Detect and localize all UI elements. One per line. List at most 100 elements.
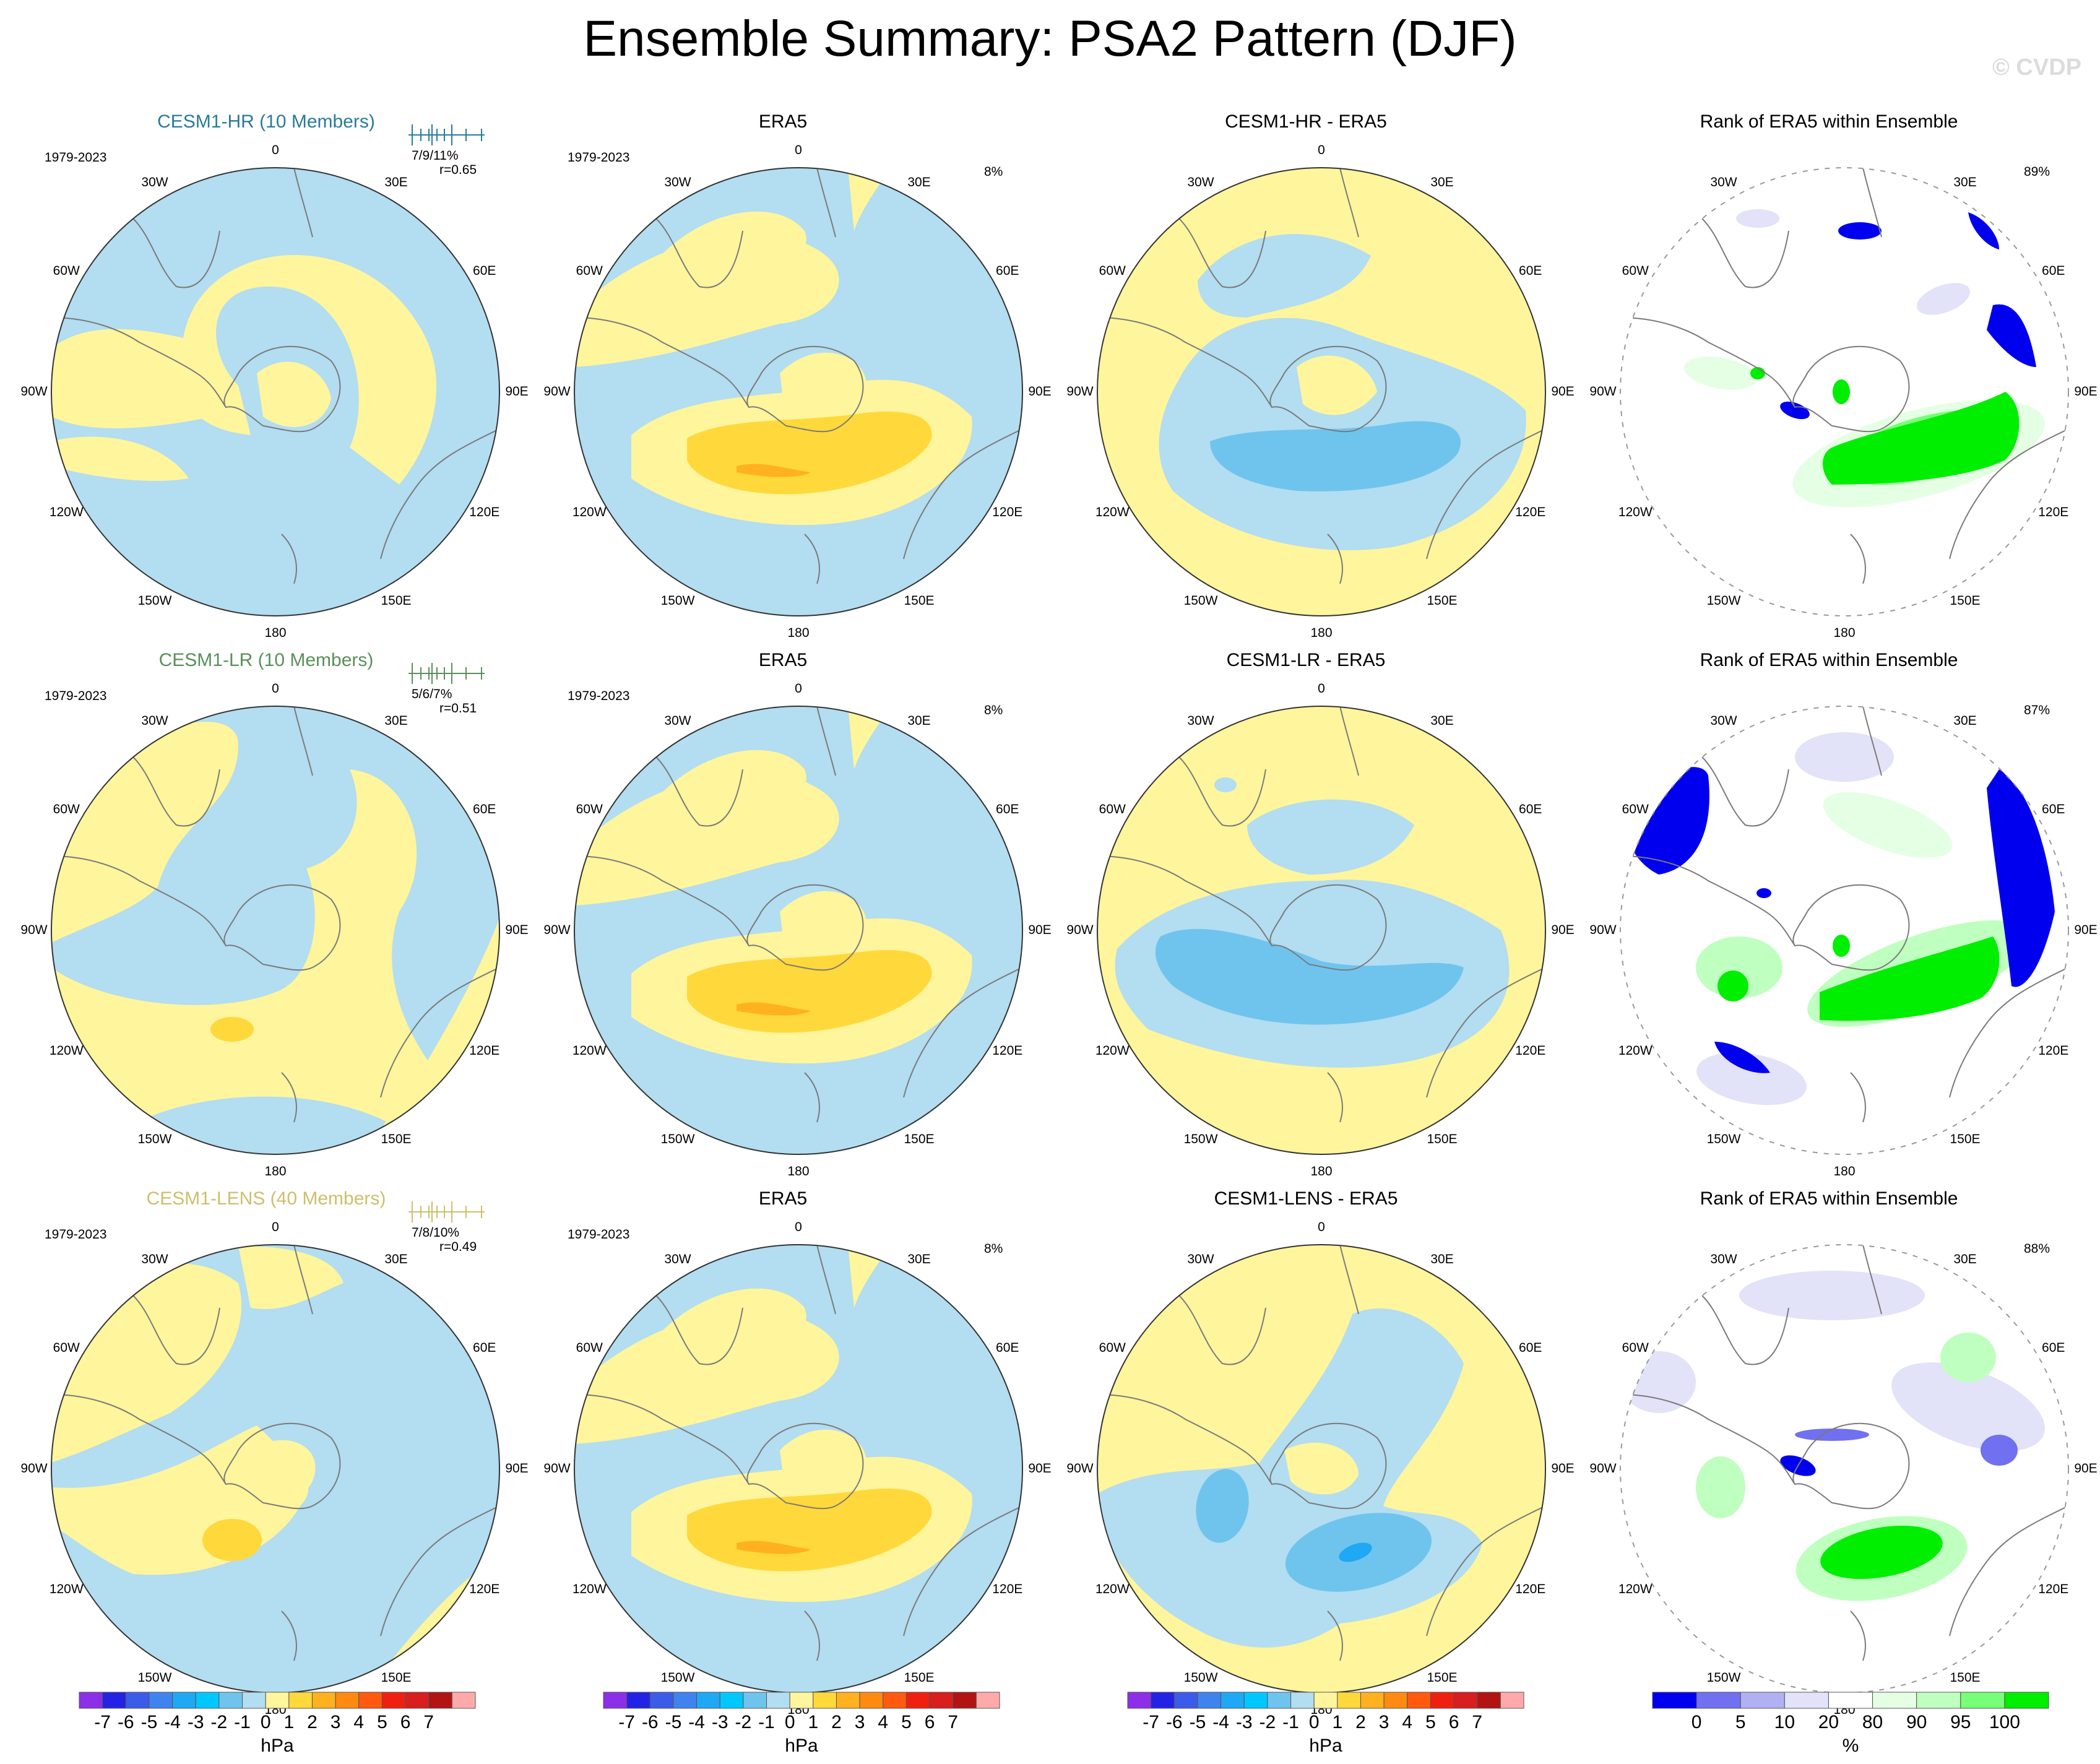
colorbar-tick-label: 0 bbox=[261, 1712, 271, 1732]
south-america-coastline bbox=[1097, 1394, 1248, 1454]
map-panel: CESM1-HR - ERA5 0 30E 60E 90E 120E 150E 180 150W… bbox=[1052, 17, 1574, 640]
map-boundary bbox=[574, 706, 1023, 1155]
map-panel: CESM1-LENS (40 Members) 1979-2023 7/8/10% r… bbox=[6, 1094, 528, 1717]
colorbar-swatch bbox=[79, 1692, 103, 1709]
longitude-label: 0 bbox=[272, 1220, 279, 1234]
southern-africa-coastline bbox=[655, 756, 743, 827]
colorbar-swatch bbox=[719, 1692, 744, 1709]
rank-region bbox=[1696, 936, 1782, 998]
longitude-label: 90E bbox=[1028, 923, 1052, 937]
longitude-label: 120W bbox=[572, 1044, 607, 1058]
colorbar-tick-label: -5 bbox=[665, 1712, 682, 1732]
panel-title: Rank of ERA5 within Ensemble bbox=[1700, 1188, 1958, 1209]
colorbar: -7 -6 -5 -4 -3 -2 -1 0 1 2 3 4 5 6 7 hPa bbox=[1127, 1692, 1524, 1756]
new-zealand-coastline bbox=[804, 1072, 820, 1123]
madagascar-coastline bbox=[816, 1245, 836, 1315]
colorbar-tick-label: 4 bbox=[1402, 1712, 1412, 1732]
longitude-label: 60E bbox=[2042, 802, 2065, 816]
colorbar-swatch bbox=[1337, 1692, 1361, 1709]
colorbar-tick-label: -5 bbox=[141, 1712, 158, 1732]
longitude-label: 90W bbox=[20, 923, 48, 937]
longitude-label: 30W bbox=[664, 714, 691, 729]
new-zealand-coastline bbox=[804, 534, 820, 584]
south-america-coastline bbox=[1620, 1394, 1771, 1454]
australia-coastline bbox=[1426, 967, 1545, 1098]
longitude-label: 90E bbox=[1551, 384, 1575, 399]
longitude-label: 30W bbox=[141, 175, 168, 190]
new-zealand-coastline bbox=[1327, 1611, 1343, 1661]
colorbar-tick-label: 1 bbox=[283, 1712, 294, 1732]
longitude-label: 0 bbox=[1318, 1220, 1325, 1234]
colorbar-swatch bbox=[1696, 1692, 1741, 1709]
rank-region bbox=[1736, 209, 1779, 228]
colorbar-swatch bbox=[883, 1692, 907, 1709]
map-panel: CESM1-LENS - ERA5 0 30E 60E 90E 120E 150E 180 15… bbox=[1052, 1094, 1574, 1717]
longitude-label: 150W bbox=[1183, 1131, 1218, 1146]
colorbar-tick-label: -7 bbox=[618, 1712, 635, 1732]
longitude-label: 150E bbox=[1427, 1670, 1458, 1685]
rank-region bbox=[1833, 935, 1850, 957]
longitude-label: 60W bbox=[53, 802, 80, 816]
southern-africa-coastline bbox=[132, 1295, 220, 1365]
colorbar-swatch bbox=[1173, 1692, 1198, 1709]
variance-percent: 87% bbox=[2024, 703, 2050, 717]
colorbar-swatch bbox=[1407, 1692, 1431, 1709]
colorbar-tick-label: 10 bbox=[1774, 1712, 1795, 1732]
map-boundary bbox=[1620, 167, 2069, 616]
colorbar: -7 -6 -5 -4 -3 -2 -1 0 1 2 3 4 5 6 7 hPa bbox=[603, 1692, 1000, 1756]
longitude-label: 60W bbox=[1099, 802, 1126, 816]
colorbar-swatch bbox=[451, 1692, 476, 1709]
colorbar-swatch bbox=[125, 1692, 150, 1709]
negative-anomaly-region bbox=[1214, 777, 1237, 792]
madagascar-coastline bbox=[1339, 168, 1359, 238]
new-zealand-coastline bbox=[1327, 1072, 1343, 1123]
colorbar-tick-label: -4 bbox=[688, 1712, 705, 1732]
longitude-label: 150W bbox=[1706, 593, 1741, 608]
longitude-label: 120E bbox=[992, 505, 1023, 519]
colorbar-swatch bbox=[1740, 1692, 1785, 1709]
colorbar-swatch bbox=[149, 1692, 173, 1709]
antarctic-peninsula-coastline bbox=[724, 1453, 750, 1485]
colorbar-swatch bbox=[929, 1692, 954, 1709]
longitude-label: 30E bbox=[384, 714, 408, 729]
southern-africa-coastline bbox=[1178, 756, 1266, 827]
australia-coastline bbox=[1426, 1505, 1545, 1636]
colorbar-swatch bbox=[953, 1692, 977, 1709]
colorbar-tick-label: 80 bbox=[1862, 1712, 1883, 1732]
polar-map bbox=[574, 706, 1023, 1155]
member-variance-stats: 7/9/11% bbox=[412, 149, 459, 163]
rank-region bbox=[1987, 769, 2055, 987]
period-label: 1979-2023 bbox=[45, 150, 107, 165]
rank-region bbox=[1891, 1362, 2045, 1451]
variance-percent: 89% bbox=[2024, 165, 2050, 179]
longitude-label: 30E bbox=[907, 714, 931, 729]
longitude-label: 30W bbox=[1710, 1252, 1737, 1267]
longitude-label: 120W bbox=[1618, 1582, 1653, 1596]
longitude-label: 30E bbox=[384, 1252, 408, 1267]
longitude-label: 30E bbox=[1430, 175, 1454, 190]
period-label: 1979-2023 bbox=[568, 150, 630, 165]
panel-title: ERA5 bbox=[758, 1188, 808, 1209]
positive-anomaly-region bbox=[257, 361, 331, 427]
south-america-coastline bbox=[51, 317, 202, 377]
positive-anomaly-core bbox=[202, 1519, 262, 1561]
longitude-label: 120E bbox=[469, 505, 500, 519]
rank-region bbox=[1795, 1429, 1869, 1441]
colorbar-tick-label: 7 bbox=[1472, 1712, 1482, 1732]
longitude-label: 30E bbox=[907, 175, 931, 190]
panel-title: CESM1-LENS - ERA5 bbox=[1214, 1188, 1398, 1209]
positive-anomaly-region bbox=[51, 329, 214, 428]
longitude-label: 180 bbox=[1310, 1164, 1333, 1178]
colorbar-tick-label: 0 bbox=[785, 1712, 795, 1732]
longitude-label: 0 bbox=[1318, 143, 1325, 157]
panel-title: Rank of ERA5 within Ensemble bbox=[1700, 650, 1958, 670]
colorbar-swatch bbox=[1313, 1692, 1338, 1709]
map-boundary bbox=[1097, 167, 1546, 616]
southern-africa-coastline bbox=[655, 1295, 743, 1365]
colorbar-tick-label: -3 bbox=[188, 1712, 204, 1732]
colorbar-swatch bbox=[1267, 1692, 1292, 1709]
madagascar-coastline bbox=[1339, 1245, 1359, 1315]
colorbar-tick-label: 3 bbox=[331, 1712, 341, 1732]
colorbar-swatch bbox=[813, 1692, 837, 1709]
